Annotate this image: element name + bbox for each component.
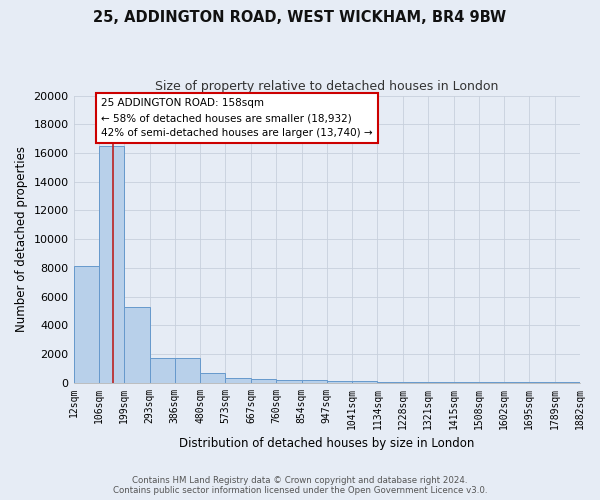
Bar	[175, 358, 200, 382]
Text: 25, ADDINGTON ROAD, WEST WICKHAM, BR4 9BW: 25, ADDINGTON ROAD, WEST WICKHAM, BR4 9B…	[94, 10, 506, 25]
Bar	[124, 306, 149, 382]
Bar	[276, 380, 302, 382]
Bar	[352, 381, 377, 382]
Text: 25 ADDINGTON ROAD: 158sqm
← 58% of detached houses are smaller (18,932)
42% of s: 25 ADDINGTON ROAD: 158sqm ← 58% of detac…	[101, 98, 373, 138]
Bar	[149, 358, 175, 382]
Bar	[302, 380, 327, 382]
Bar	[251, 379, 276, 382]
Y-axis label: Number of detached properties: Number of detached properties	[15, 146, 28, 332]
Text: Contains HM Land Registry data © Crown copyright and database right 2024.
Contai: Contains HM Land Registry data © Crown c…	[113, 476, 487, 495]
Bar	[226, 378, 251, 382]
Bar	[74, 266, 99, 382]
Bar	[99, 146, 124, 382]
Bar	[327, 380, 352, 382]
Bar	[200, 372, 226, 382]
X-axis label: Distribution of detached houses by size in London: Distribution of detached houses by size …	[179, 437, 475, 450]
Title: Size of property relative to detached houses in London: Size of property relative to detached ho…	[155, 80, 499, 93]
